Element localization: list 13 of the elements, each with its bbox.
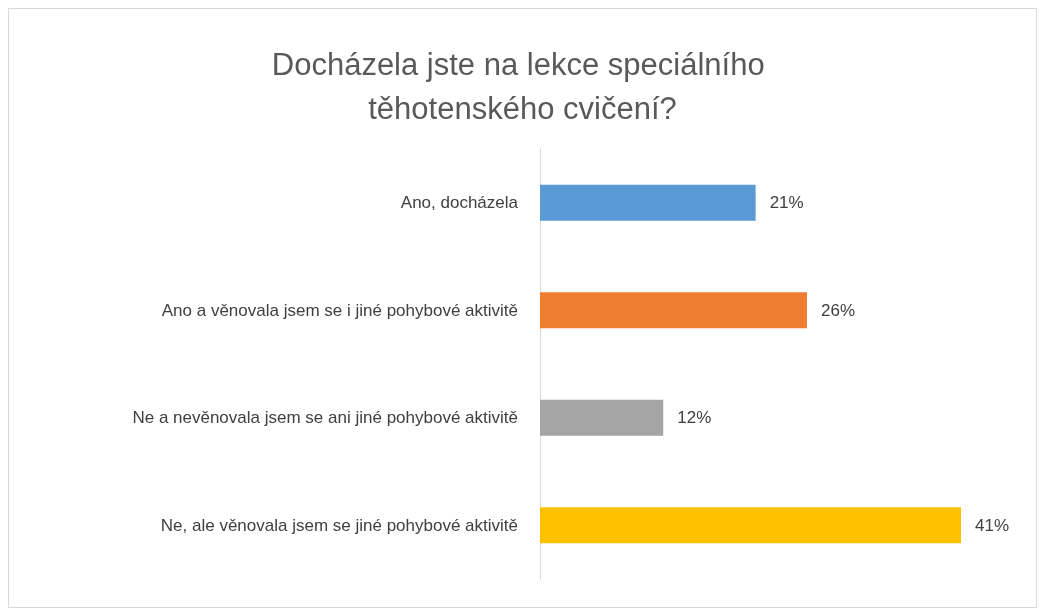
y-tick-label: Ne a nevěnovala jsem se ani jiné pohybové aktivitě <box>132 408 518 428</box>
y-tick-label: Ano a věnovala jsem se i jiné pohybové aktivitě <box>161 300 518 320</box>
data-label: 21% <box>769 193 804 213</box>
chart-title: Docházela jste na lekce speciálního těhotenského cvičení? <box>271 46 774 126</box>
bar <box>540 399 664 436</box>
bar <box>540 292 807 329</box>
y-tick-label: Ne, ale věnovala jsem se jiné pohybové aktivitě <box>160 515 518 535</box>
data-label: 41% <box>975 515 1010 535</box>
bar <box>540 507 961 544</box>
y-tick-label: Ano, docházela <box>400 193 519 213</box>
data-label: 12% <box>677 408 712 428</box>
data-label: 26% <box>820 300 856 320</box>
bar <box>540 184 756 221</box>
